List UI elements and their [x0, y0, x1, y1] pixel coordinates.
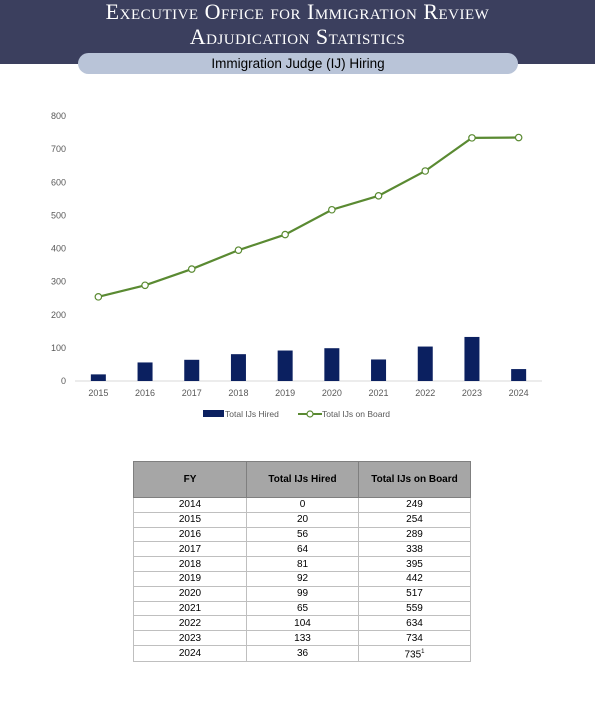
table-cell-onboard: 254 [358, 511, 471, 528]
footnote-marker: 1 [421, 648, 425, 655]
y-tick-label: 0 [61, 376, 66, 386]
table-cell-onboard: 517 [358, 585, 471, 602]
y-tick-label: 300 [51, 277, 66, 287]
table-header-fy: FY [133, 461, 247, 498]
table-cell-onboard: 395 [358, 556, 471, 572]
table-cell-onboard: 338 [358, 541, 471, 558]
bar-total-hired [137, 362, 153, 381]
table-row: 2023 133 734 [133, 630, 471, 646]
table-row: 2024 36 7351 [133, 644, 471, 663]
table-cell-hired: 104 [246, 615, 359, 632]
table-cell-onboard: 442 [358, 570, 471, 587]
y-tick-label: 800 [51, 111, 66, 121]
table-row: 2021 65 559 [133, 600, 471, 617]
table-header-onboard: Total IJs on Board [358, 461, 471, 498]
line-point-total-on-board [141, 281, 149, 290]
line-point-total-on-board [328, 205, 336, 214]
table-cell-fy: 2016 [133, 526, 247, 543]
table-row: 2016 56 289 [133, 526, 471, 543]
table-cell-onboard: 734 [358, 630, 471, 646]
hiring-chart: 0 100 200 300 400 500 600 700 800 2015 2016 2017 201… [51, 111, 542, 419]
table-cell-fy: 2022 [133, 615, 247, 632]
x-tick-label: 2020 [322, 388, 342, 398]
table-cell-hired: 64 [246, 541, 359, 558]
line-point-total-on-board [421, 167, 430, 175]
bar-total-hired [324, 348, 340, 381]
table-cell-fy: 2024 [133, 644, 247, 663]
line-point-total-on-board [374, 192, 383, 200]
table-cell-hired: 56 [246, 526, 359, 543]
header-title-line1: Executive Office for Immigration Review [105, 0, 490, 24]
y-tick-label: 500 [51, 210, 66, 220]
table-cell-hired: 92 [246, 570, 359, 587]
table-cell-fy: 2015 [133, 511, 247, 528]
table-cell-hired: 81 [246, 556, 359, 572]
table-row: 2018 81 395 [133, 556, 471, 572]
table-cell-onboard: 249 [358, 497, 471, 513]
legend-label-onboard: Total IJs on Board [322, 409, 390, 419]
table-cell-onboard: 634 [358, 615, 471, 632]
table-cell-hired: 0 [246, 497, 359, 513]
table-cell-fy: 2018 [133, 556, 247, 572]
table-row: 2017 64 338 [133, 541, 471, 558]
table-cell-hired: 99 [246, 585, 359, 602]
bar-total-hired [184, 359, 200, 381]
bar-total-hired [277, 350, 293, 381]
table-header-hired: Total IJs Hired [246, 461, 359, 498]
y-tick-label: 400 [51, 244, 66, 254]
table-row: 2020 99 517 [133, 585, 471, 602]
table-cell-fy: 2019 [133, 570, 247, 587]
legend-label-hired: Total IJs Hired [225, 409, 279, 419]
y-tick-label: 600 [51, 177, 66, 187]
x-tick-label: 2019 [275, 388, 295, 398]
x-tick-label: 2017 [182, 388, 202, 398]
x-tick-label: 2024 [509, 388, 529, 398]
x-tick-label: 2023 [462, 388, 482, 398]
table-row: 2019 92 442 [133, 570, 471, 587]
y-tick-label: 200 [51, 310, 66, 320]
bar-total-hired [511, 369, 527, 381]
line-point-total-on-board [514, 133, 523, 142]
table-cell-fy: 2014 [133, 497, 247, 513]
x-tick-label: 2018 [228, 388, 248, 398]
y-tick-label: 700 [51, 144, 66, 154]
bar-total-hired [230, 354, 246, 381]
table-cell-fy: 2023 [133, 630, 247, 646]
x-tick-label: 2022 [415, 388, 435, 398]
line-point-total-on-board [281, 230, 289, 239]
line-point-total-on-board [187, 265, 196, 273]
line-point-total-on-board [468, 134, 476, 142]
section-subtitle: Immigration Judge (IJ) Hiring [78, 53, 518, 74]
bar-total-hired [417, 346, 433, 381]
legend-marker-onboard [306, 410, 314, 418]
line-total-on-board [98, 136, 519, 298]
table-cell-hired: 36 [246, 644, 359, 663]
table-cell-onboard: 289 [358, 526, 471, 543]
bar-total-hired [464, 336, 480, 381]
legend-swatch-hired [203, 410, 224, 417]
table-cell-fy: 2020 [133, 585, 247, 602]
table-cell-onboard: 7351 [358, 644, 471, 663]
line-point-total-on-board [234, 246, 243, 254]
table-cell-fy: 2021 [133, 600, 247, 617]
line-point-total-on-board [94, 293, 103, 301]
table-header-row: FY Total IJs Hired Total IJs on Board [133, 461, 471, 498]
table-row: 2014 0 249 [133, 497, 471, 513]
x-tick-label: 2015 [88, 388, 108, 398]
table-row: 2022 104 634 [133, 615, 471, 632]
table-cell-onboard: 559 [358, 600, 471, 617]
bar-total-hired [90, 374, 106, 381]
header-title-line2: Adjudication Statistics [189, 24, 406, 49]
table-cell-hired: 133 [246, 630, 359, 646]
x-tick-label: 2021 [369, 388, 389, 398]
table-cell-hired: 20 [246, 511, 359, 528]
hiring-table: FY Total IJs Hired Total IJs on Board 20… [133, 461, 471, 663]
x-tick-label: 2016 [135, 388, 155, 398]
table-cell-fy: 2017 [133, 541, 247, 558]
table-cell-hired: 65 [246, 600, 359, 617]
y-tick-label: 100 [51, 343, 66, 353]
table-row: 2015 20 254 [133, 511, 471, 528]
bar-total-hired [371, 359, 387, 381]
